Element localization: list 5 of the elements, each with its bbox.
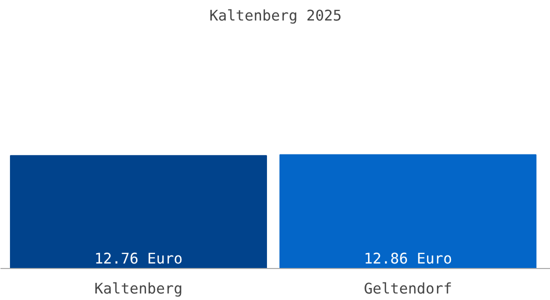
data-label: 12.86 Euro <box>364 250 452 268</box>
x-tick-label: Geltendorf <box>364 280 452 298</box>
chart-title: Kaltenberg 2025 <box>209 8 342 24</box>
data-label: 12.76 Euro <box>94 250 183 268</box>
x-tick-label: Kaltenberg <box>94 280 183 298</box>
